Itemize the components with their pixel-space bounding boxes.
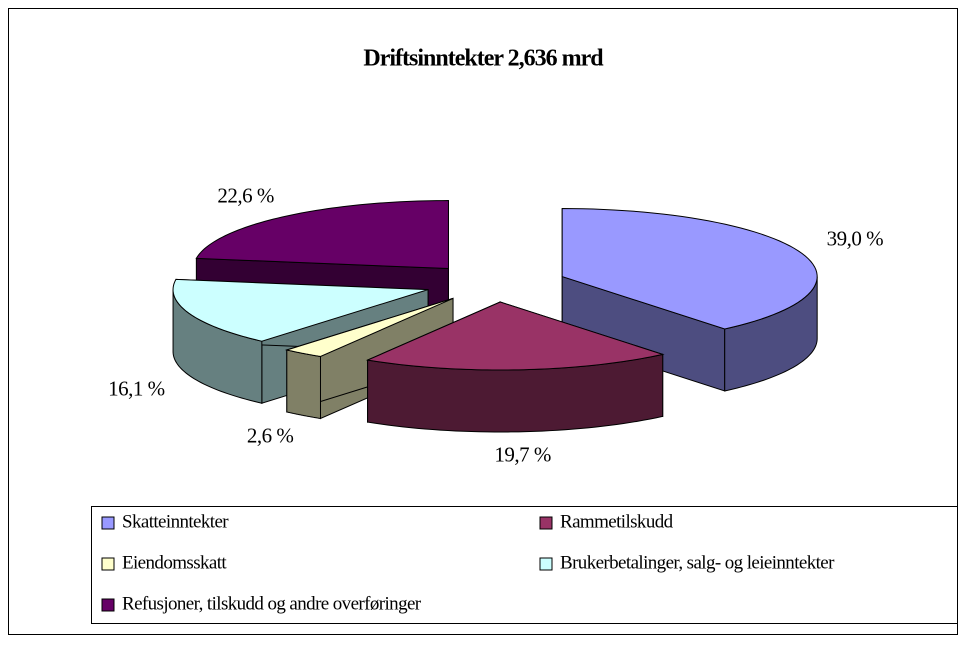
legend-label: Refusjoner, tilskudd og andre overføring… bbox=[122, 593, 422, 614]
data-label: 19,7 % bbox=[494, 443, 551, 467]
data-label: 16,1 % bbox=[108, 376, 165, 400]
legend-swatch bbox=[101, 557, 115, 571]
legend-swatch bbox=[101, 598, 115, 612]
slice-top bbox=[284, 297, 454, 358]
data-label: 39,0 % bbox=[827, 226, 884, 250]
slice bbox=[365, 301, 665, 433]
legend-box bbox=[91, 506, 958, 624]
legend-label: Rammetilskudd bbox=[560, 511, 674, 532]
data-label: 2,6 % bbox=[247, 423, 294, 447]
legend: Skatteinntekter Rammetilskudd Eiendomsskat… bbox=[101, 511, 836, 614]
legend-label: Eiendomsskatt bbox=[122, 552, 227, 573]
slice bbox=[284, 297, 454, 420]
slice-top bbox=[561, 208, 818, 330]
pie: 39,0 % 19,7 % 2,6 % 16,1 % 22,6 % bbox=[108, 183, 884, 467]
slice-top bbox=[365, 301, 665, 371]
legend-swatch bbox=[101, 516, 115, 530]
slice-top bbox=[195, 200, 449, 270]
data-label: 22,6 % bbox=[217, 183, 274, 207]
slice-wall bbox=[286, 349, 321, 420]
legend-label: Brukerbetalinger, salg- og leieinntekter bbox=[560, 552, 835, 573]
legend-swatch bbox=[539, 516, 553, 530]
legend-swatch bbox=[539, 557, 553, 571]
slice-top bbox=[172, 278, 429, 342]
legend-label: Skatteinntekter bbox=[122, 511, 229, 532]
slice bbox=[561, 208, 818, 392]
chart-title: Driftsinntekter 2,636 mrd bbox=[363, 46, 604, 72]
